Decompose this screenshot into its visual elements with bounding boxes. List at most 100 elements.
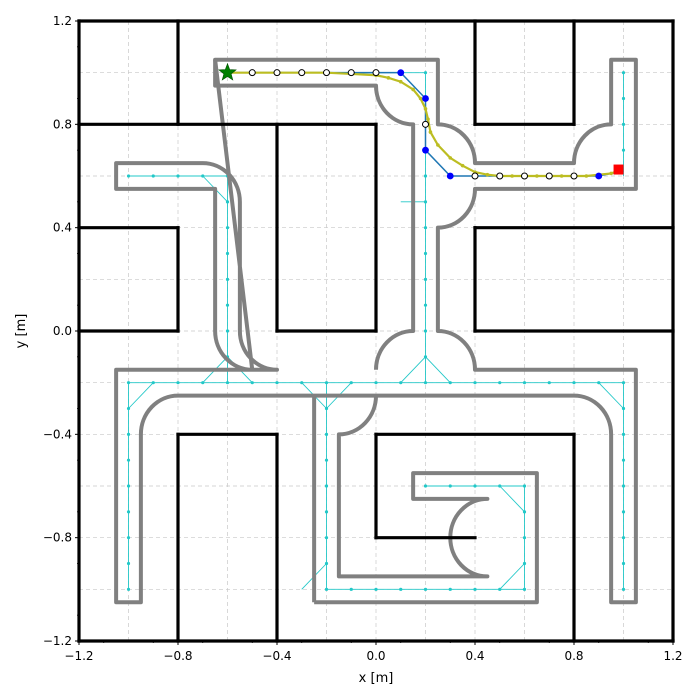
graph-node (151, 174, 155, 178)
graph-node (572, 381, 576, 385)
graph-node (621, 381, 626, 385)
x-tick-label: −0.8 (163, 649, 192, 663)
graph-node (423, 226, 428, 230)
graph-node (225, 303, 230, 307)
x-tick-label: 0.4 (465, 649, 484, 663)
smoothed-path-point (510, 174, 514, 178)
graph-node (399, 381, 403, 385)
graph-node (324, 432, 329, 436)
corridor-boundary (314, 395, 539, 605)
smoothed-path-point (398, 79, 403, 84)
y-tick-label: −0.4 (43, 427, 72, 441)
graph-node (621, 71, 626, 75)
waypoint-filled (595, 172, 603, 180)
smoothed-path-point (386, 76, 391, 80)
graph-node (126, 406, 131, 411)
waypoint-open (323, 69, 330, 77)
graph-node (126, 381, 131, 385)
waypoint-open (422, 120, 429, 128)
smoothed-path-point (423, 107, 428, 111)
graph-node (522, 587, 527, 591)
graph-edge (499, 563, 525, 590)
y-axis-label: y [m] (14, 314, 29, 349)
goal-square-marker (613, 164, 624, 175)
graph-node (423, 174, 428, 178)
smoothed-path-point (448, 156, 453, 160)
graph-node (522, 381, 527, 385)
graph-node (126, 174, 131, 178)
x-axis-label: x [m] (359, 671, 394, 686)
graph-node (423, 329, 428, 333)
graph-node (201, 381, 205, 385)
graph-node (621, 406, 626, 411)
waypoint-open (471, 172, 479, 180)
graph-node (275, 381, 279, 385)
graph-node (324, 484, 329, 488)
waypoint-open (372, 69, 380, 77)
axis-ticks: −1.2 −0.8 −0.4 0.0 0.4 0.8 1.2 −1.2 −0.8 −0.4 0.0 0… (43, 14, 683, 663)
graph-node (448, 587, 452, 591)
graph-node (597, 381, 601, 385)
graph-node (423, 355, 428, 359)
graph-node (522, 536, 527, 540)
x-tick-label: 0.0 (366, 649, 385, 663)
smoothed-path-point (418, 96, 423, 101)
waypoint-open (496, 172, 504, 180)
waypoint-open (545, 172, 553, 180)
y-tick-label: 1.2 (53, 14, 72, 28)
graph-node (250, 381, 254, 385)
corridor-boundary (114, 57, 638, 605)
waypoint-filled (422, 95, 429, 102)
graph-node (225, 277, 230, 281)
graph-node (225, 329, 230, 333)
graph-node (522, 510, 527, 514)
corridor-boundary (213, 59, 416, 370)
plot-area (77, 19, 675, 643)
graph-edge (499, 485, 525, 513)
graph-node (423, 484, 428, 488)
graph-node (225, 226, 230, 230)
graph-node (399, 587, 403, 591)
smoothed-path-point (485, 172, 490, 177)
graph-node (374, 381, 378, 385)
graph-node (423, 381, 428, 385)
graph-node (423, 277, 428, 281)
graph-node (621, 432, 626, 436)
start-star-marker (218, 62, 237, 81)
graph-node (423, 200, 428, 204)
graph-node (522, 561, 527, 566)
graph-edge (598, 382, 624, 409)
x-tick-label: −0.4 (262, 649, 291, 663)
graph-node (225, 381, 230, 385)
graph-node (448, 381, 452, 385)
graph-node (473, 587, 477, 591)
corridor-outline (114, 57, 638, 605)
waypoint-filled (397, 69, 405, 77)
graph-node (423, 251, 428, 256)
smoothed-path-point (460, 163, 465, 168)
graph-node (324, 510, 329, 514)
graph-node (621, 510, 626, 514)
graph-edge (128, 382, 154, 409)
smoothed-path-point (535, 174, 539, 178)
graph-node (423, 587, 428, 591)
graph-node (324, 458, 329, 462)
smoothed-path-point (584, 174, 589, 178)
graph-node (151, 381, 155, 385)
graph-node (498, 381, 502, 385)
smoothed-path-point (411, 87, 415, 92)
graph-node (621, 587, 626, 591)
smoothed-path-point (436, 143, 440, 147)
graph-node (547, 381, 551, 385)
graph-node (126, 587, 131, 591)
graph-node (324, 587, 329, 591)
graph-node (300, 381, 304, 385)
graph-node (522, 484, 527, 488)
smoothed-path-point (559, 174, 564, 178)
waypoint-open (347, 69, 355, 77)
y-tick-label: 0.8 (53, 117, 72, 131)
graph-node (201, 174, 205, 178)
y-tick-label: 0.4 (53, 221, 72, 235)
y-tick-label: 0.0 (53, 324, 72, 338)
